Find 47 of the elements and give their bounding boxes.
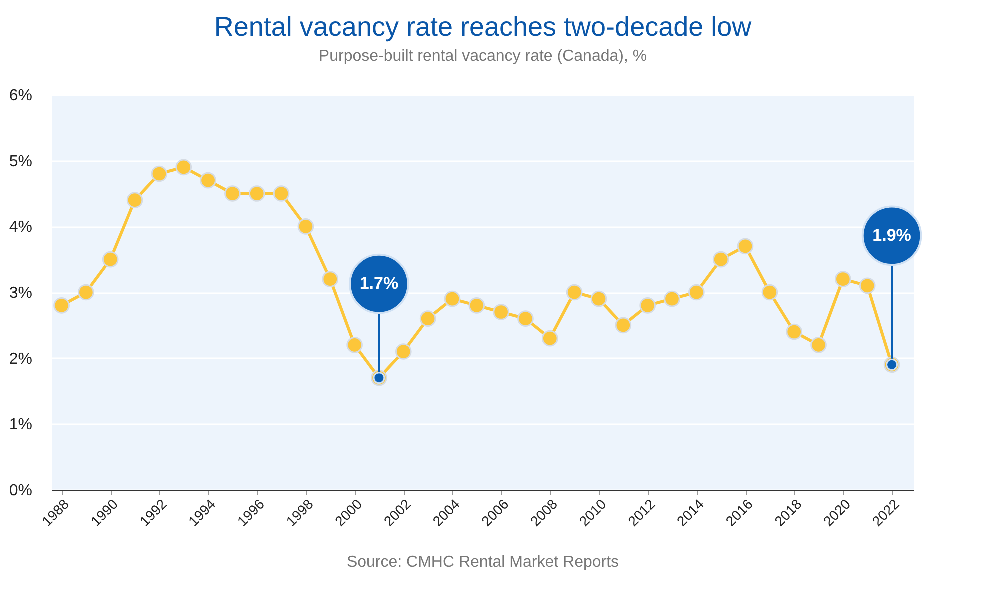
point — [273, 186, 290, 202]
point — [248, 186, 266, 202]
y-tick-label: 5% — [9, 153, 32, 170]
point — [664, 290, 680, 308]
point — [615, 317, 632, 334]
point — [712, 251, 730, 268]
y-tick-label: 1% — [9, 416, 32, 434]
point — [322, 271, 339, 288]
point — [566, 284, 583, 301]
y-tick-label: 4% — [9, 219, 32, 236]
source-note: Source: CMHC Rental Market Reports — [346, 554, 620, 571]
point — [590, 290, 608, 308]
point — [468, 298, 486, 314]
point — [762, 284, 778, 301]
point — [54, 298, 70, 314]
point — [859, 278, 876, 294]
y-tick-label: 6% — [9, 88, 32, 104]
point — [224, 186, 241, 202]
point — [444, 290, 461, 308]
point — [835, 271, 852, 288]
point — [884, 356, 900, 374]
point — [151, 166, 168, 182]
y-tick-label: 0% — [9, 482, 32, 500]
point — [346, 337, 363, 354]
point — [542, 330, 558, 347]
point — [786, 324, 803, 340]
point — [688, 284, 705, 301]
point — [102, 251, 119, 268]
point — [176, 159, 192, 176]
annotation: 1.7% — [360, 274, 399, 294]
point — [298, 218, 314, 235]
point — [200, 172, 216, 189]
point — [518, 310, 534, 327]
y-tick-label: 2% — [9, 350, 32, 368]
chart-title: Rental vacancy rate reaches two-decade low — [214, 12, 752, 42]
point — [640, 298, 656, 314]
chart-subtitle: Purpose-built rental vacancy rate (Canada), % — [318, 48, 648, 65]
point — [493, 304, 510, 320]
point — [737, 238, 754, 255]
point — [420, 310, 436, 327]
annotation: 1.9% — [872, 226, 912, 245]
point — [126, 192, 144, 208]
point — [395, 344, 412, 360]
point — [78, 284, 94, 301]
point — [371, 370, 388, 386]
point — [810, 337, 827, 354]
y-tick-label: 3% — [9, 285, 32, 302]
